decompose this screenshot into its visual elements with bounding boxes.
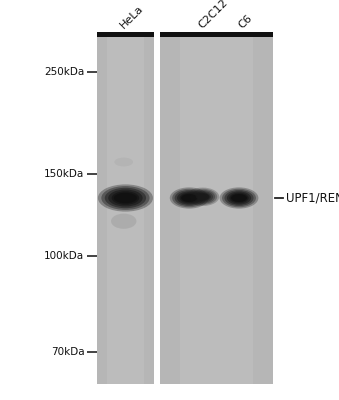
- Ellipse shape: [190, 190, 215, 204]
- Ellipse shape: [111, 214, 136, 229]
- Ellipse shape: [184, 195, 194, 201]
- Ellipse shape: [179, 193, 199, 203]
- Ellipse shape: [98, 184, 153, 212]
- Bar: [160, 32, 273, 37]
- Text: HeLa: HeLa: [118, 3, 145, 30]
- Text: 70kDa: 70kDa: [51, 347, 84, 357]
- Ellipse shape: [234, 195, 244, 201]
- Text: UPF1/RENT1: UPF1/RENT1: [286, 192, 339, 204]
- Ellipse shape: [195, 192, 211, 202]
- Text: 100kDa: 100kDa: [44, 251, 84, 261]
- Ellipse shape: [186, 188, 219, 206]
- Ellipse shape: [122, 196, 129, 200]
- Ellipse shape: [172, 189, 206, 207]
- Ellipse shape: [201, 196, 205, 198]
- Ellipse shape: [197, 193, 209, 200]
- Ellipse shape: [199, 194, 207, 199]
- Bar: [107, 32, 144, 384]
- Ellipse shape: [224, 190, 254, 206]
- Ellipse shape: [229, 193, 249, 203]
- Ellipse shape: [101, 186, 149, 210]
- Ellipse shape: [105, 188, 146, 208]
- Bar: [97, 32, 154, 384]
- Ellipse shape: [232, 194, 246, 202]
- Bar: [97, 32, 154, 37]
- Ellipse shape: [175, 190, 204, 206]
- Ellipse shape: [115, 193, 136, 203]
- Ellipse shape: [114, 158, 133, 166]
- Ellipse shape: [220, 187, 258, 209]
- Text: 250kDa: 250kDa: [44, 67, 84, 77]
- Ellipse shape: [193, 191, 213, 202]
- Text: C2C12: C2C12: [196, 0, 230, 30]
- Ellipse shape: [177, 191, 201, 205]
- Ellipse shape: [112, 191, 139, 205]
- Text: C6: C6: [237, 12, 255, 30]
- Ellipse shape: [231, 194, 247, 202]
- Ellipse shape: [114, 193, 137, 203]
- Ellipse shape: [196, 193, 210, 200]
- Ellipse shape: [237, 197, 241, 199]
- Ellipse shape: [222, 189, 256, 207]
- Bar: [180, 32, 253, 384]
- Ellipse shape: [119, 194, 132, 202]
- Ellipse shape: [182, 194, 196, 202]
- Bar: [160, 32, 273, 384]
- Ellipse shape: [170, 187, 208, 209]
- Ellipse shape: [108, 190, 143, 206]
- Ellipse shape: [227, 191, 251, 205]
- Ellipse shape: [181, 194, 197, 202]
- Text: 150kDa: 150kDa: [44, 169, 84, 179]
- Bar: [154, 32, 160, 384]
- Ellipse shape: [188, 189, 217, 205]
- Ellipse shape: [187, 197, 192, 199]
